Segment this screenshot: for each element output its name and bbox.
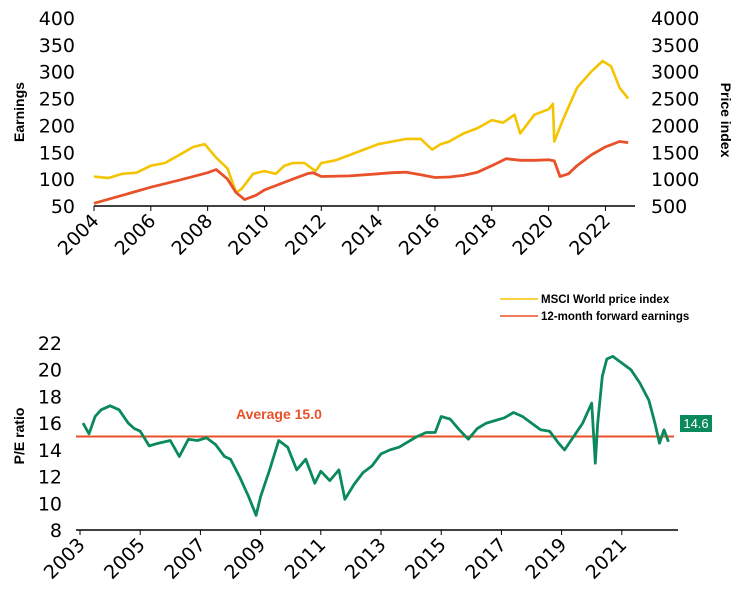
top-left-y-tick: 350 bbox=[39, 35, 75, 57]
top-left-y-ticks: 50 100 150 200 250 300 350 400 bbox=[39, 8, 75, 218]
legend-label-earnings: 12-month forward earnings bbox=[541, 311, 689, 323]
bottom-y-tick: 10 bbox=[38, 493, 62, 515]
top-right-y-tick: 2500 bbox=[651, 89, 699, 111]
last-value-badge: 14.6 bbox=[680, 415, 712, 432]
top-x-tick-label: 2014 bbox=[338, 210, 388, 260]
top-right-y-tick: 2000 bbox=[651, 115, 699, 137]
bottom-y-tick: 16 bbox=[38, 413, 62, 435]
bottom-y-ticks: 8 10 12 14 16 18 20 22 bbox=[38, 333, 62, 542]
bottom-y-tick: 14 bbox=[38, 440, 62, 462]
bottom-y-tick: 20 bbox=[38, 360, 62, 382]
top-left-axis-title: Earnings bbox=[11, 82, 27, 142]
top-left-y-tick: 150 bbox=[39, 142, 75, 164]
top-left-y-tick: 100 bbox=[39, 169, 75, 191]
top-x-tick-label: 2022 bbox=[565, 210, 615, 260]
average-annotation: Average 15.0 bbox=[236, 406, 322, 422]
bottom-y-tick: 22 bbox=[38, 333, 62, 355]
bottom-x-ticks: 2003 2005 2007 2009 2011 2013 2015 2017 2019 2021 bbox=[40, 530, 632, 584]
bottom-x-tick-label: 2011 bbox=[281, 534, 331, 584]
top-right-y-tick: 1500 bbox=[651, 142, 699, 164]
bottom-x-tick-label: 2013 bbox=[341, 534, 391, 584]
top-right-axis-title: Price index bbox=[718, 83, 734, 158]
top-chart: 50 100 150 200 250 300 350 400 500 1000 1500 2000 2… bbox=[11, 8, 734, 323]
top-left-y-tick: 50 bbox=[51, 196, 75, 218]
top-right-y-tick: 1000 bbox=[651, 169, 699, 191]
legend-item-earnings: 12-month forward earnings bbox=[500, 311, 689, 323]
top-x-tick-label: 2006 bbox=[111, 210, 161, 260]
pe-ratio-line bbox=[81, 355, 670, 517]
bottom-axis-title: P/E ratio bbox=[11, 408, 27, 465]
top-left-y-tick: 300 bbox=[39, 62, 75, 84]
top-left-y-tick: 400 bbox=[39, 8, 75, 30]
last-value-badge-bg bbox=[680, 415, 712, 432]
top-x-tick-label: 2020 bbox=[508, 210, 558, 260]
top-right-y-tick: 4000 bbox=[651, 8, 699, 30]
bottom-y-tick: 8 bbox=[50, 520, 62, 542]
top-right-y-ticks: 500 1000 1500 2000 2500 3000 3500 4000 bbox=[651, 8, 699, 218]
top-x-tick-label: 2012 bbox=[281, 210, 331, 260]
top-right-y-tick: 3000 bbox=[651, 62, 699, 84]
bottom-x-tick-label: 2009 bbox=[220, 534, 270, 584]
bottom-x-tick-label: 2003 bbox=[40, 534, 90, 584]
top-right-y-tick: 500 bbox=[651, 196, 687, 218]
bottom-x-tick-label: 2007 bbox=[160, 534, 210, 584]
bottom-x-tick-label: 2019 bbox=[521, 534, 571, 584]
last-value-label: 14.6 bbox=[683, 416, 708, 431]
top-right-y-tick: 3500 bbox=[651, 35, 699, 57]
forward-earnings-line bbox=[93, 140, 629, 205]
top-x-tick-label: 2010 bbox=[224, 210, 274, 260]
top-series-lines bbox=[93, 59, 630, 205]
legend-label-price: MSCI World price index bbox=[541, 294, 670, 306]
legend: MSCI World price index 12-month forward … bbox=[500, 294, 689, 323]
top-x-tick-label: 2016 bbox=[395, 210, 445, 260]
bottom-y-tick: 12 bbox=[38, 467, 62, 489]
bottom-x-tick-label: 2017 bbox=[461, 534, 511, 584]
bottom-chart: 8 10 12 14 16 18 20 22 2003 2005 2007 2009 2011 2013… bbox=[11, 333, 712, 584]
top-left-y-tick: 200 bbox=[39, 115, 75, 137]
top-x-ticks: 2004 2006 2008 2010 2012 2014 2016 2018 2020 2022 bbox=[54, 206, 615, 260]
top-x-tick-label: 2018 bbox=[452, 210, 502, 260]
bottom-series-line bbox=[81, 355, 670, 517]
bottom-x-tick-label: 2021 bbox=[582, 534, 632, 584]
bottom-y-tick: 18 bbox=[38, 386, 62, 408]
top-left-y-tick: 250 bbox=[39, 89, 75, 111]
bottom-x-tick-label: 2015 bbox=[401, 534, 451, 584]
bottom-x-tick-label: 2005 bbox=[100, 534, 150, 584]
legend-item-price: MSCI World price index bbox=[500, 294, 670, 306]
top-x-tick-label: 2008 bbox=[167, 210, 217, 260]
price-index-line bbox=[93, 59, 630, 194]
